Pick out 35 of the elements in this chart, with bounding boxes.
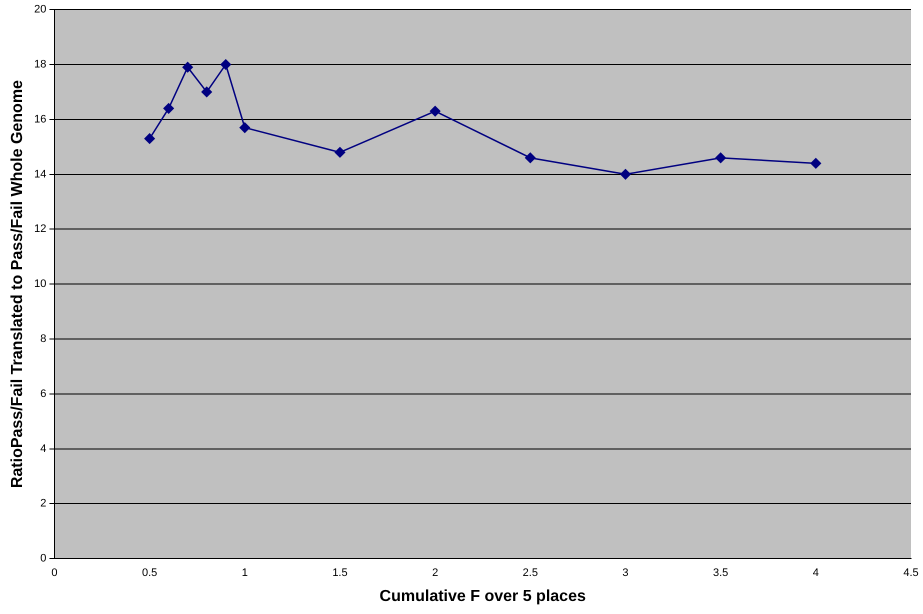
x-tick-label: 0.5 bbox=[142, 567, 158, 580]
x-tick-label: 4.5 bbox=[903, 567, 919, 580]
y-tick-label: 4 bbox=[40, 442, 46, 455]
point bbox=[144, 133, 155, 144]
y-tick-label: 12 bbox=[34, 223, 46, 236]
x-tick-label: 2 bbox=[432, 567, 438, 580]
x-tick-label: 1.5 bbox=[332, 567, 348, 580]
y-tick-label: 10 bbox=[34, 278, 46, 290]
point bbox=[182, 62, 193, 72]
point bbox=[240, 122, 250, 133]
y-tick-label: 2 bbox=[40, 498, 46, 510]
point bbox=[525, 152, 536, 164]
point bbox=[620, 169, 631, 180]
y-tick-label: 16 bbox=[34, 113, 46, 126]
point bbox=[163, 103, 174, 114]
point bbox=[334, 147, 346, 158]
point bbox=[810, 158, 822, 169]
x-axis-title: Cumulative F over 5 places bbox=[380, 588, 586, 605]
y-tick-label: 8 bbox=[40, 333, 46, 346]
point bbox=[715, 152, 726, 164]
point bbox=[220, 59, 231, 70]
y-tick-label: 20 bbox=[34, 4, 46, 16]
y-tick-label: 18 bbox=[34, 58, 46, 71]
y-tick-label: 6 bbox=[40, 388, 46, 400]
x-tick-label: 2.5 bbox=[522, 567, 538, 580]
x-tick-label: 4 bbox=[812, 567, 819, 580]
x-tick-label: 0 bbox=[51, 567, 58, 580]
y-tick-label: 14 bbox=[34, 168, 46, 180]
x-tick-label: 3 bbox=[622, 567, 629, 580]
x-tick-label: 3.5 bbox=[713, 567, 728, 580]
y-axis-title: RatioPass/Fail Translated to Pass/Fail Whole Genome bbox=[9, 80, 26, 488]
point bbox=[430, 106, 440, 116]
point bbox=[201, 86, 212, 98]
x-tick-label: 1 bbox=[242, 567, 248, 580]
y-tick-label: 0 bbox=[40, 552, 46, 565]
